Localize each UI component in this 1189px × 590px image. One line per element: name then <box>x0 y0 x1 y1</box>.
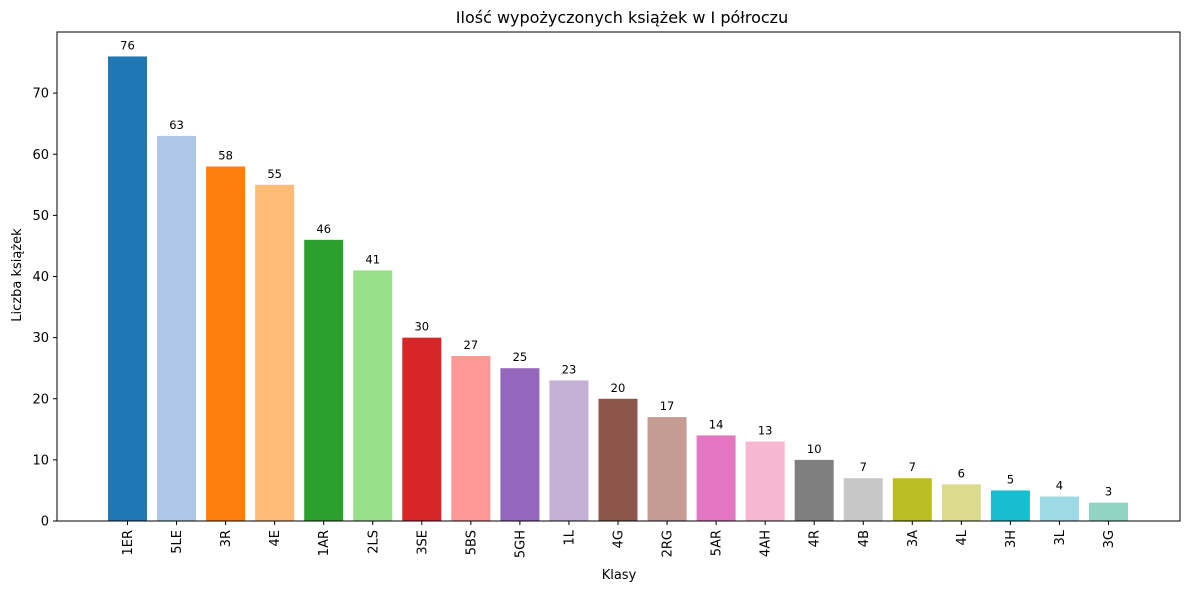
bar-3h <box>990 490 1030 521</box>
y-tick-label: 0 <box>41 515 49 530</box>
x-axis-label: Klasy <box>602 568 637 583</box>
x-tick-label-4g: 4G <box>612 530 627 548</box>
x-tick-label-4r: 4R <box>808 530 823 547</box>
x-tick-label-3h: 3H <box>1004 530 1019 548</box>
bar-5le <box>157 135 197 521</box>
bar-3a <box>892 478 932 521</box>
x-tick-label-3g: 3G <box>1102 530 1117 548</box>
bar-3l <box>1039 496 1079 521</box>
x-tick-label-4ah: 4AH <box>759 530 774 557</box>
y-tick-label: 40 <box>32 270 49 285</box>
x-tick-label-4b: 4B <box>857 530 872 547</box>
data-label-3r: 58 <box>218 148 233 162</box>
x-tick-label-5bs: 5BS <box>464 530 479 555</box>
data-label-2ls: 41 <box>365 252 380 266</box>
bar-2ls <box>353 270 393 521</box>
x-tick-label-2rg: 2RG <box>661 530 676 557</box>
x-tick-label-1l: 1L <box>562 529 577 545</box>
y-axis-label: Liczba książek <box>10 228 25 322</box>
data-label-3g: 3 <box>1105 485 1112 499</box>
data-label-5ar: 14 <box>709 417 724 431</box>
data-label-5bs: 27 <box>464 338 479 352</box>
bar-4r <box>794 459 834 521</box>
bar-5gh <box>500 368 540 521</box>
y-tick-label: 70 <box>32 87 49 102</box>
bar-1er <box>108 56 147 521</box>
data-label-3l: 4 <box>1056 479 1063 493</box>
y-tick-label: 20 <box>32 392 49 407</box>
data-label-5le: 63 <box>169 118 184 132</box>
bar-3r <box>206 166 246 521</box>
x-tick-label-3r: 3R <box>219 530 234 547</box>
bar-1ar <box>304 239 344 521</box>
x-tick-label-5le: 5LE <box>170 530 185 554</box>
data-label-4l: 6 <box>958 466 965 480</box>
x-tick-label-3l: 3L <box>1053 529 1068 545</box>
y-tick-label: 30 <box>32 331 49 346</box>
data-label-4r: 10 <box>807 442 822 456</box>
x-tick-label-2ls: 2LS <box>366 530 381 554</box>
data-label-5gh: 25 <box>513 350 528 364</box>
bar-4b <box>843 478 883 521</box>
bar-2rg <box>647 417 687 521</box>
data-label-3se: 30 <box>414 320 429 334</box>
chart-title: Ilość wypożyczonych książek w I półroczu <box>456 8 788 27</box>
bar-1l <box>549 380 589 521</box>
x-tick-label-4l: 4L <box>955 529 970 545</box>
data-label-1er: 76 <box>120 38 135 52</box>
y-tick-label: 10 <box>32 453 49 468</box>
y-tick-label: 50 <box>32 209 49 224</box>
data-label-4g: 20 <box>611 381 626 395</box>
x-tick-label-4e: 4E <box>268 530 283 547</box>
data-label-2rg: 17 <box>660 399 675 413</box>
x-tick-label-5ar: 5AR <box>710 530 725 556</box>
data-label-3a: 7 <box>909 460 916 474</box>
data-label-3h: 5 <box>1007 472 1014 486</box>
bar-4e <box>255 184 295 521</box>
bar-4g <box>598 398 638 521</box>
data-label-4ah: 13 <box>758 424 773 438</box>
x-tick-label-3se: 3SE <box>415 530 430 555</box>
bar-5bs <box>451 355 491 521</box>
bar-5ar <box>696 435 736 521</box>
x-tick-label-1er: 1ER <box>121 530 136 556</box>
data-label-4e: 55 <box>267 167 282 181</box>
data-label-1ar: 46 <box>316 222 331 236</box>
bar-4l <box>941 484 981 521</box>
bar-3se <box>402 337 442 521</box>
x-tick-label-5gh: 5GH <box>513 530 528 558</box>
bar-4ah <box>745 441 785 521</box>
bar-3g <box>1089 502 1128 521</box>
y-tick-label: 60 <box>32 148 49 163</box>
x-tick-label-3a: 3A <box>906 530 921 547</box>
data-label-1l: 23 <box>562 362 577 376</box>
data-label-4b: 7 <box>860 460 867 474</box>
x-tick-label-1ar: 1AR <box>317 530 332 556</box>
